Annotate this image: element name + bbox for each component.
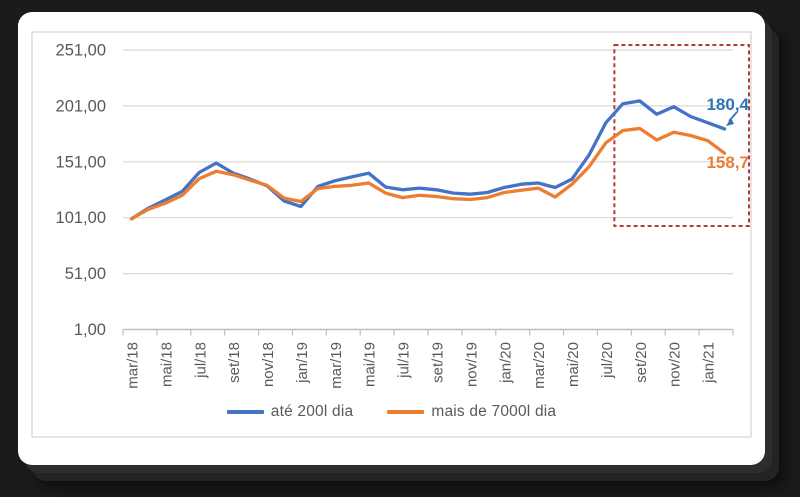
x-axis-tick-label: mai/18 xyxy=(158,342,175,387)
x-axis-tick-label: mai/19 xyxy=(362,342,379,387)
y-axis-tick-label: 201,00 xyxy=(56,97,106,115)
x-axis-tick-label: mar/20 xyxy=(531,342,548,389)
x-axis-tick-label: set/18 xyxy=(226,342,243,383)
legend-label-ate-200l-dia: até 200l dia xyxy=(270,403,354,420)
y-axis-tick-label: 101,00 xyxy=(56,209,106,227)
x-axis-tick-label: jan/21 xyxy=(701,342,718,384)
chart-legend: até 200l dia mais de 7000l dia xyxy=(18,403,765,421)
x-axis-tick-label: jul/18 xyxy=(192,342,209,379)
x-axis-tick-label: jul/19 xyxy=(396,342,413,379)
legend-item-ate-200l-dia: até 200l dia xyxy=(226,403,354,421)
x-axis-tick-label: jan/19 xyxy=(294,342,311,384)
x-axis-tick-label: nov/20 xyxy=(667,342,684,387)
x-axis-tick-label: mai/20 xyxy=(565,342,582,387)
x-axis-tick-label: mar/19 xyxy=(328,342,345,389)
y-axis-tick-label: 251,00 xyxy=(56,42,106,60)
end-data-label-0: 180,4 xyxy=(706,95,749,114)
legend-item-mais-de-7000l-dia: mais de 7000l dia xyxy=(387,403,556,421)
x-axis-tick-label: set/20 xyxy=(633,342,650,383)
x-axis-tick-label: mar/18 xyxy=(124,342,141,389)
x-axis-tick-label: jan/20 xyxy=(497,342,514,384)
chart-picture-card xyxy=(18,12,765,465)
legend-line-marker-blue xyxy=(226,410,264,414)
x-axis-tick-label: nov/18 xyxy=(260,342,277,387)
legend-label-mais-de-7000l-dia: mais de 7000l dia xyxy=(431,403,557,420)
legend-line-marker-orange xyxy=(387,410,425,414)
end-data-label-1: 158,7 xyxy=(706,153,749,172)
x-axis-tick-label: set/19 xyxy=(429,342,446,383)
highlight-box xyxy=(613,44,751,227)
series-line-0 xyxy=(129,99,727,221)
x-axis-tick-label: nov/19 xyxy=(463,342,480,387)
y-axis-tick-label: 1,00 xyxy=(74,321,106,339)
label-leader-arrowhead-icon xyxy=(726,118,734,126)
y-axis-tick-label: 51,00 xyxy=(65,265,106,283)
y-axis-tick-label: 151,00 xyxy=(56,153,106,171)
plot-area-border xyxy=(31,31,752,438)
x-axis-tick-label: jul/20 xyxy=(599,342,616,379)
series-line-1 xyxy=(129,126,727,221)
